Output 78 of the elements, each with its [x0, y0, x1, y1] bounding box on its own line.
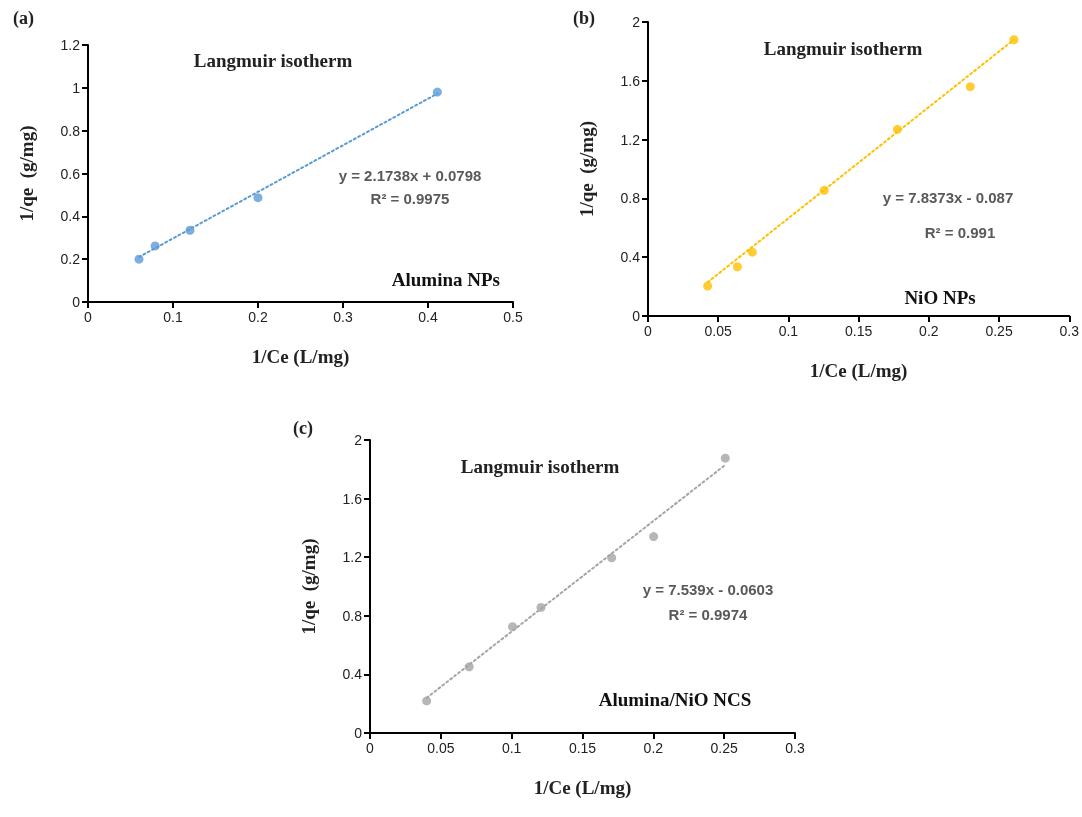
x-tick-label: 0.3 — [1059, 323, 1080, 339]
y-tick-label: 0 — [72, 294, 81, 310]
y-tick-label: 0.4 — [342, 666, 363, 683]
y-tick-label: 1 — [72, 79, 81, 96]
annotation: y = 7.8373x - 0.087 — [882, 189, 1014, 206]
text: Langmuir isotherm — [763, 38, 923, 59]
x-tick-label: 0.3 — [785, 740, 805, 756]
point — [732, 262, 742, 272]
point — [464, 662, 474, 672]
y-tick-label: 1.6 — [342, 490, 363, 507]
y-tick-label: 0.8 — [620, 190, 641, 207]
point — [253, 193, 263, 203]
x-axis-title: 1/Ce (L/mg) — [251, 346, 350, 368]
annotation: Alumina/NiO NCS — [598, 689, 752, 710]
x-tick-label: 0.3 — [333, 309, 353, 325]
y-tick-label: 1.2 — [60, 37, 81, 53]
y-tick-label: 1.6 — [620, 72, 641, 89]
x-tick-label: 0.15 — [845, 323, 873, 339]
y-tick-label: 2 — [632, 14, 641, 30]
y-tick-label: 1.2 — [342, 549, 363, 566]
y-axis-title: 1/qe (g/mg) — [16, 125, 38, 222]
text: Langmuir isotherm — [460, 456, 620, 477]
y-axis-title: 1/qe (g/mg) — [298, 538, 320, 635]
point — [422, 696, 432, 706]
point — [892, 124, 902, 134]
x-tick-label: 0.2 — [919, 323, 939, 339]
x-tick-label: 0.15 — [568, 740, 597, 756]
chart-title: (a) — [13, 8, 34, 29]
x-tick-label: 0.4 — [418, 309, 438, 325]
x-tick-label: 0.5 — [503, 309, 523, 325]
annotation: R² = 0.9974 — [668, 606, 749, 623]
y-tick-label: 0.2 — [60, 251, 81, 268]
chart-subtitle: Langmuir isotherm — [193, 50, 353, 71]
point — [1009, 35, 1019, 45]
annotation: NiO NPs — [904, 287, 976, 308]
point — [747, 247, 757, 257]
y-tick-label: 0.4 — [620, 249, 641, 266]
x-tick-label: 0 — [84, 309, 93, 325]
x-tick-label: 0.2 — [643, 740, 664, 756]
point — [134, 254, 144, 264]
chart-title: (b) — [573, 8, 595, 29]
x-tick-label: 0 — [644, 323, 653, 339]
x-tick-label: 0.05 — [704, 323, 733, 339]
point — [649, 532, 659, 542]
point — [819, 185, 829, 195]
y-tick-label: 0.6 — [60, 165, 81, 182]
y-tick-label: 0 — [354, 725, 363, 741]
x-tick-label: 0.1 — [778, 323, 799, 339]
point — [703, 281, 713, 291]
x-tick-label: 0.25 — [985, 323, 1013, 339]
x-tick-label: 0.05 — [427, 740, 455, 756]
point — [508, 622, 518, 632]
annotation: R² = 0.9975 — [370, 190, 450, 207]
y-axis-title: 1/qe (g/mg) — [576, 120, 598, 218]
point — [720, 453, 730, 463]
y-tick-label: 2 — [354, 432, 363, 448]
annotation: R² = 0.991 — [924, 224, 996, 241]
point — [965, 82, 975, 92]
chart-title: (c) — [293, 418, 313, 439]
point — [432, 87, 442, 97]
point — [607, 553, 617, 563]
point — [185, 225, 195, 235]
x-tick-label: 0.1 — [163, 309, 183, 325]
annotation: y = 2.1738x + 0.0798 — [338, 167, 482, 184]
y-tick-label: 0.8 — [342, 607, 363, 624]
x-tick-label: 0 — [366, 740, 375, 756]
annotation: y = 7.539x - 0.0603 — [642, 581, 774, 598]
x-axis-title: 1/Ce (L/mg) — [533, 777, 632, 799]
annotation: Alumina NPs — [391, 269, 500, 290]
y-tick-label: 0.4 — [60, 208, 81, 225]
y-tick-label: 0.8 — [60, 122, 81, 139]
x-tick-label: 0.2 — [248, 309, 268, 325]
x-tick-label: 0.25 — [710, 740, 738, 756]
x-axis-title: 1/Ce (L/mg) — [809, 360, 908, 382]
point — [536, 602, 546, 612]
y-tick-label: 1.2 — [620, 131, 641, 148]
x-tick-label: 0.1 — [501, 740, 522, 756]
point — [150, 241, 160, 251]
